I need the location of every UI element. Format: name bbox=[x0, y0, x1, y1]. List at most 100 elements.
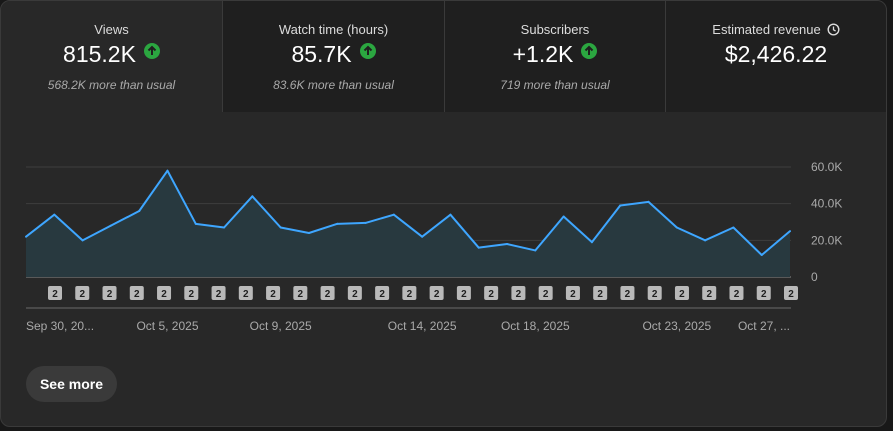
video-marker bbox=[102, 286, 117, 300]
video-marker bbox=[620, 286, 635, 300]
metric-tabs: Views 815.2K 568.2K more than usual Watc… bbox=[1, 1, 886, 112]
views-line-segment bbox=[421, 213, 452, 238]
clock-icon bbox=[827, 23, 840, 39]
views-line-segment bbox=[449, 213, 480, 249]
views-line-segment bbox=[25, 213, 56, 238]
video-marker bbox=[347, 286, 362, 300]
views-chart[interactable]: 0 20.0K 40.0K 60.0K 2 2 2 2 2 2 2 2 2 2 2 2 2 2 2 2 2 2 2 2 2 2 2 2… bbox=[1, 1, 886, 426]
x-tick-label: Oct 23, 2025 bbox=[642, 319, 711, 333]
video-marker bbox=[674, 286, 689, 300]
video-marker-count: 2 bbox=[516, 289, 522, 300]
views-line-segment bbox=[392, 213, 424, 238]
arrow-up-icon bbox=[581, 43, 598, 59]
video-marker-count: 2 bbox=[625, 289, 631, 300]
video-marker bbox=[48, 286, 62, 300]
video-marker-count: 2 bbox=[570, 289, 576, 300]
video-marker bbox=[593, 286, 608, 300]
video-marker-count: 2 bbox=[679, 289, 685, 300]
video-marker bbox=[402, 286, 417, 300]
metric-tab-revenue[interactable]: Estimated revenue $2,426.22 bbox=[666, 1, 886, 112]
video-marker-count: 2 bbox=[243, 289, 249, 300]
y-tick-label: 0 bbox=[811, 270, 818, 284]
x-tick-label: Oct 5, 2025 bbox=[136, 319, 198, 333]
video-marker bbox=[565, 286, 580, 300]
video-marker bbox=[756, 286, 771, 300]
video-marker-count: 2 bbox=[788, 289, 794, 300]
video-marker bbox=[266, 286, 281, 300]
y-tick-label: 20.0K bbox=[811, 233, 842, 247]
views-area bbox=[26, 170, 790, 277]
x-tick-label: Oct 14, 2025 bbox=[388, 319, 457, 333]
video-marker-count: 2 bbox=[52, 289, 58, 300]
views-line-segment bbox=[590, 204, 622, 244]
video-marker-count: 2 bbox=[107, 289, 113, 300]
views-line-segment bbox=[279, 226, 310, 234]
metric-value: 815.2K bbox=[1, 41, 222, 68]
views-line-segment bbox=[506, 243, 537, 252]
video-marker-count: 2 bbox=[379, 289, 385, 300]
video-marker-count: 2 bbox=[216, 289, 222, 300]
video-marker bbox=[320, 286, 335, 300]
video-marker-count: 2 bbox=[761, 289, 767, 300]
video-marker bbox=[129, 286, 144, 300]
views-line-segment bbox=[223, 195, 254, 229]
video-marker-count: 2 bbox=[597, 289, 603, 300]
views-line-segment bbox=[675, 226, 707, 242]
views-line-segment bbox=[760, 230, 791, 256]
views-line-segment bbox=[477, 243, 509, 249]
video-marker-count: 2 bbox=[270, 289, 276, 300]
video-marker bbox=[784, 286, 798, 300]
metric-note: 719 more than usual bbox=[500, 78, 610, 92]
video-marker bbox=[375, 286, 390, 300]
metric-label: Watch time (hours) bbox=[278, 22, 389, 37]
views-line-segment bbox=[53, 213, 84, 242]
views-line-segment bbox=[619, 200, 650, 207]
views-line-segment bbox=[251, 195, 282, 229]
views-line-segment bbox=[534, 215, 565, 252]
video-marker-count: 2 bbox=[79, 289, 85, 300]
video-marker bbox=[484, 286, 499, 300]
views-line-segment bbox=[562, 215, 593, 244]
video-marker-count: 2 bbox=[298, 289, 304, 300]
video-marker bbox=[238, 286, 253, 300]
y-tick-label: 40.0K bbox=[811, 197, 842, 211]
metric-tab-watch-time[interactable]: Watch time (hours) 85.7K 83.6K more than… bbox=[223, 1, 445, 112]
video-marker bbox=[729, 286, 744, 300]
metric-tab-views[interactable]: Views 815.2K 568.2K more than usual bbox=[1, 1, 223, 112]
video-marker-count: 2 bbox=[461, 289, 467, 300]
arrow-up-icon bbox=[143, 43, 160, 59]
video-marker bbox=[538, 286, 553, 300]
video-marker bbox=[456, 286, 471, 300]
video-marker-count: 2 bbox=[734, 289, 740, 300]
video-marker bbox=[647, 286, 662, 300]
metric-note: 83.6K more than usual bbox=[273, 78, 394, 92]
views-line-segment bbox=[336, 221, 367, 225]
x-tick-label: Oct 27, ... bbox=[738, 319, 790, 333]
views-line-segment bbox=[704, 226, 735, 242]
views-line-segment bbox=[194, 222, 226, 229]
video-marker-count: 2 bbox=[434, 289, 440, 300]
y-tick-label: 60.0K bbox=[811, 160, 842, 174]
metric-tab-subscribers[interactable]: Subscribers +1.2K 719 more than usual bbox=[445, 1, 666, 112]
views-line-segment bbox=[166, 169, 197, 225]
video-marker-count: 2 bbox=[352, 289, 358, 300]
x-tick-label: Oct 9, 2025 bbox=[250, 319, 312, 333]
views-line-segment bbox=[364, 213, 395, 224]
video-marker-count: 2 bbox=[325, 289, 331, 300]
x-tick-label: Sep 30, 20... bbox=[26, 319, 94, 333]
video-marker-count: 2 bbox=[652, 289, 658, 300]
video-marker-count: 2 bbox=[488, 289, 494, 300]
views-line-segment bbox=[138, 169, 169, 212]
video-marker-count: 2 bbox=[407, 289, 413, 300]
see-more-button[interactable]: See more bbox=[26, 366, 117, 402]
video-marker bbox=[75, 286, 90, 300]
views-line-segment bbox=[732, 226, 763, 256]
arrow-up-icon bbox=[359, 43, 376, 59]
views-line-segment bbox=[307, 222, 339, 234]
video-marker-count: 2 bbox=[543, 289, 549, 300]
video-marker-count: 2 bbox=[189, 289, 195, 300]
views-line-segment bbox=[647, 200, 678, 229]
metric-label: Views bbox=[94, 22, 129, 37]
video-marker-count: 2 bbox=[161, 289, 167, 300]
